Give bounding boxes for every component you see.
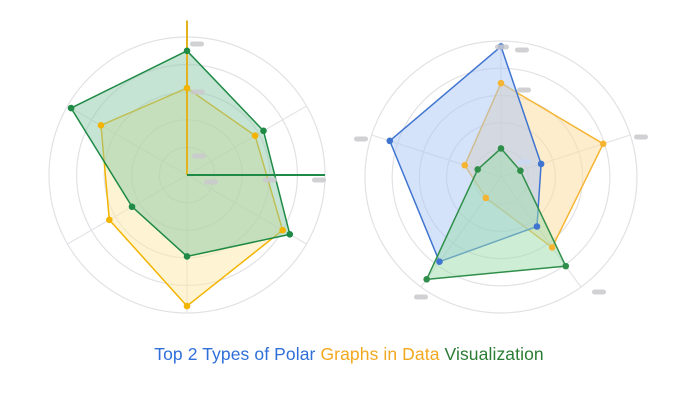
page-title: Top 2 Types of Polar Graphs in Data Visu… — [0, 344, 698, 365]
data-point — [599, 140, 607, 148]
data-point — [386, 137, 394, 145]
axis-label-placeholder — [204, 179, 218, 185]
title-part-2: Graphs in Data — [320, 344, 440, 364]
axis-label-placeholder — [517, 159, 531, 165]
title-part-1: Top 2 Types of Polar — [154, 344, 316, 364]
data-point — [436, 258, 443, 266]
data-point — [474, 166, 482, 173]
data-point — [497, 79, 505, 87]
title-part-3: Visualization — [444, 344, 544, 364]
data-point — [128, 203, 136, 211]
axis-label-placeholder — [634, 134, 648, 140]
data-point — [533, 223, 541, 230]
data-point — [423, 276, 430, 283]
data-point — [106, 216, 113, 224]
data-point — [562, 262, 570, 270]
axis-label-placeholder — [515, 47, 529, 53]
data-point — [517, 167, 524, 174]
data-point — [183, 84, 191, 92]
axis-label-placeholder — [192, 153, 206, 159]
axis-label-placeholder — [414, 294, 428, 300]
series-area-2 — [70, 50, 291, 258]
data-point — [548, 244, 556, 251]
data-point — [279, 226, 286, 234]
data-point — [260, 127, 267, 135]
data-point — [183, 47, 191, 55]
axis-label-placeholder — [263, 177, 277, 183]
data-point — [97, 122, 105, 129]
data-point — [537, 160, 545, 168]
axis-label-placeholder — [190, 41, 204, 47]
axis-label-placeholder — [592, 289, 606, 295]
axis-label-placeholder — [312, 177, 326, 183]
series-area-3 — [425, 147, 567, 281]
axis-label-placeholder — [517, 87, 531, 93]
axis-label-placeholder — [354, 136, 368, 142]
data-point — [461, 161, 469, 169]
data-point — [482, 194, 490, 202]
data-point — [286, 231, 294, 238]
axis-label-placeholder — [191, 89, 205, 95]
radar-chart-1 — [48, 20, 326, 314]
data-point — [67, 104, 75, 112]
axis-label-placeholder — [495, 44, 509, 50]
data-point — [497, 145, 505, 152]
radar-chart-2 — [354, 40, 648, 314]
data-point — [183, 253, 191, 260]
data-point — [251, 132, 259, 139]
data-point — [183, 302, 191, 310]
